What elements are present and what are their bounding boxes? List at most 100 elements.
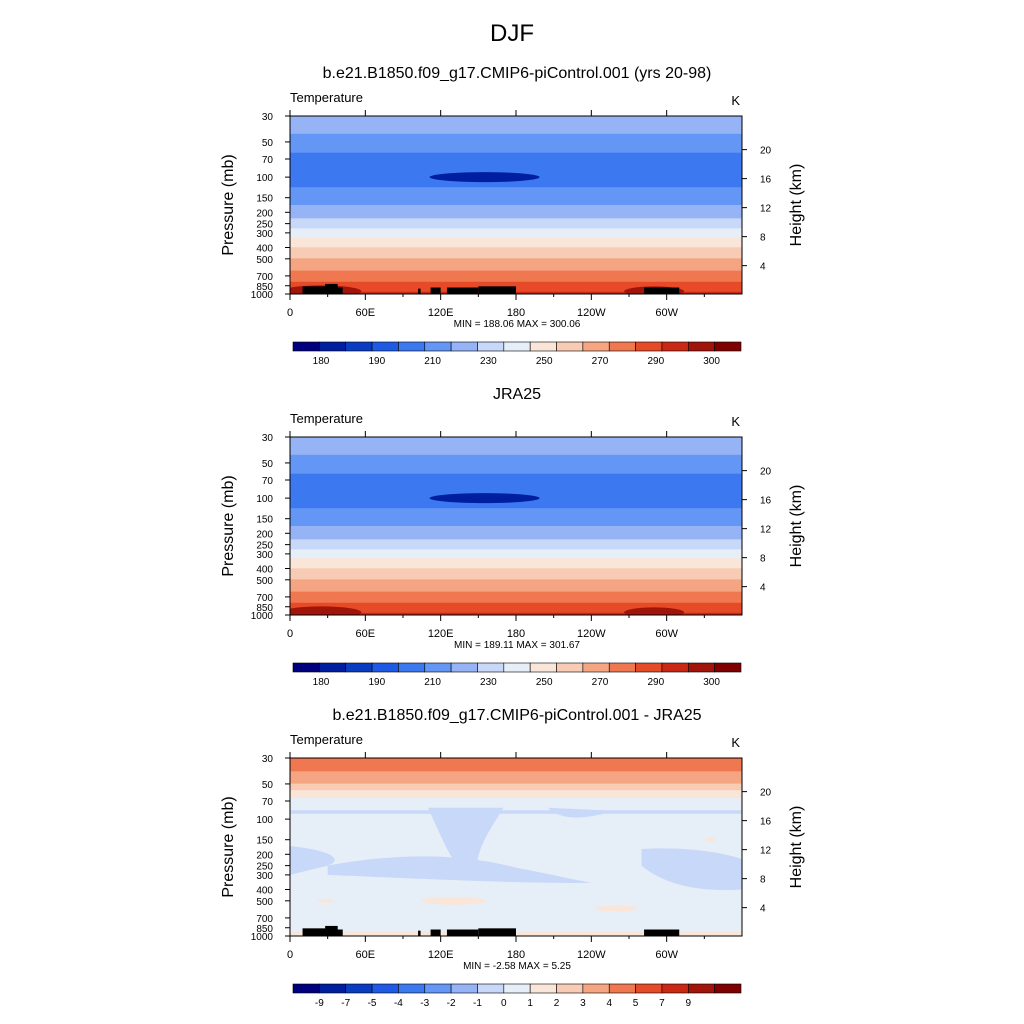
colorbar-label: 270 <box>592 356 609 367</box>
contour-band <box>290 471 742 474</box>
contour-band <box>290 183 742 186</box>
contour-band <box>290 201 742 204</box>
x-tick-label: 120E <box>428 628 454 640</box>
colorbar-swatch <box>608 662 636 673</box>
contour-band <box>290 558 742 560</box>
x-tick-label: 60W <box>655 307 678 319</box>
colorbar-swatch <box>661 983 689 994</box>
contour-band <box>290 213 742 216</box>
contour-band <box>290 608 742 611</box>
contour-band <box>290 573 742 576</box>
contour-band <box>290 492 742 495</box>
colorbar-label: 0 <box>501 998 507 1009</box>
contour-band <box>290 507 742 509</box>
contour-band <box>290 594 742 597</box>
topography-mask <box>446 287 479 294</box>
colorbar-swatch <box>635 341 663 352</box>
contour-band <box>290 189 742 192</box>
contour-band <box>290 569 742 572</box>
contour-band <box>290 168 742 170</box>
contour-band <box>290 501 742 504</box>
min-max-stats: MIN = -2.58 MAX = 5.25 <box>463 961 571 972</box>
contour-band <box>290 592 742 595</box>
contour-band <box>290 586 742 588</box>
contour-band <box>290 453 742 456</box>
y-tick-label: 100 <box>256 815 273 826</box>
colorbar-label: -3 <box>420 998 429 1009</box>
contour-band <box>290 523 742 526</box>
contour-band <box>290 132 742 135</box>
chart-panel-3: b.e21.B1850.f09_g17.CMIP6-piControl.001 … <box>220 707 805 1009</box>
contour-band <box>290 478 742 480</box>
contour-band <box>290 465 742 468</box>
contour-band <box>290 248 742 251</box>
contour-band <box>290 187 742 189</box>
colorbar-swatch <box>582 983 610 994</box>
contour-band <box>290 489 742 491</box>
contour-band <box>290 544 742 547</box>
colorbar-swatch <box>477 983 505 994</box>
y2-tick-label: 4 <box>760 583 766 594</box>
cold-core-blob <box>429 172 540 183</box>
contour-band <box>290 437 742 439</box>
contour-band <box>290 511 742 514</box>
y-tick-label: 100 <box>256 494 273 505</box>
contour-band <box>290 503 742 506</box>
contour-band <box>290 533 742 536</box>
colorbar-label: 290 <box>647 677 664 688</box>
contour-band <box>290 159 742 162</box>
contour-band <box>290 206 742 208</box>
y-tick-label: 250 <box>256 541 273 552</box>
y-tick-label: 500 <box>256 897 273 908</box>
colorbar-swatch <box>450 341 478 352</box>
y2-tick-label: 4 <box>760 262 766 273</box>
colorbar-label: 230 <box>480 356 497 367</box>
contour-band <box>290 484 742 487</box>
contour-band <box>290 517 742 519</box>
y2-tick-label: 20 <box>760 146 772 157</box>
contour-band <box>290 603 742 606</box>
contour-band <box>290 443 742 446</box>
topography-mask <box>327 929 343 936</box>
contour-band <box>290 769 742 771</box>
min-max-stats: MIN = 188.06 MAX = 300.06 <box>454 319 581 330</box>
contour-band <box>290 450 742 453</box>
units-label: K <box>731 93 740 108</box>
contour-field <box>290 758 742 936</box>
cold-core-blob <box>429 493 540 504</box>
contour-band <box>290 158 742 160</box>
contour-band <box>290 518 742 520</box>
contour-band <box>290 460 742 463</box>
contour-band <box>290 454 742 457</box>
colorbar-swatch <box>529 983 557 994</box>
contour-band <box>290 260 742 263</box>
topography-mask <box>302 928 328 936</box>
contour-band <box>290 232 742 235</box>
y-axis-label: Pressure (mb) <box>220 796 237 897</box>
contour-band <box>290 447 742 449</box>
y2-axis: 20 16 12 8 4 Height (km) <box>742 146 805 273</box>
contour-band <box>290 598 742 601</box>
contour-band <box>290 560 742 563</box>
contour-band <box>290 611 742 614</box>
diff-warm-patch <box>421 896 486 905</box>
contour-band <box>290 162 742 165</box>
contour-band <box>290 461 742 464</box>
contour-band <box>290 788 742 790</box>
x-tick-label: 180 <box>507 307 525 319</box>
colorbar-swatch <box>503 983 531 994</box>
topography-mask <box>478 286 516 294</box>
contour-band <box>290 463 742 466</box>
contour-band <box>290 161 742 164</box>
contour-band <box>290 786 742 789</box>
y-tick-label: 1000 <box>251 290 274 301</box>
contour-band <box>290 527 742 529</box>
colorbar-label: 300 <box>703 677 720 688</box>
contour-band <box>290 221 742 224</box>
contour-band <box>290 120 742 123</box>
contour-band <box>290 561 742 564</box>
contour-band <box>290 171 742 174</box>
contour-band <box>290 186 742 188</box>
contour-band <box>290 271 742 274</box>
